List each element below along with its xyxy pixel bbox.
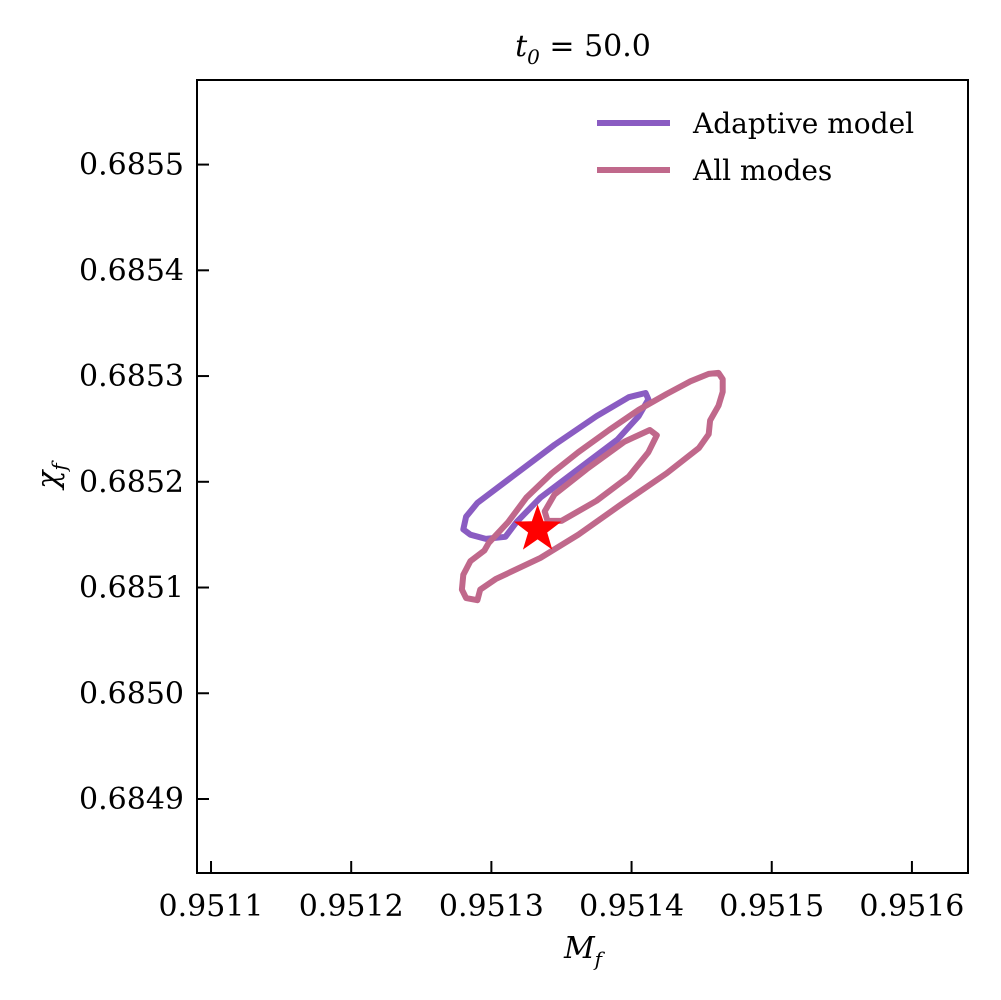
x-tick-label: 0.9512 xyxy=(299,889,404,924)
x-tick-label: 0.9514 xyxy=(579,889,684,924)
star-marker-0 xyxy=(513,504,562,550)
y-tick-label: 0.6850 xyxy=(79,676,184,711)
legend-label-all-modes: All modes xyxy=(692,154,832,187)
x-tick-label: 0.9515 xyxy=(719,889,824,924)
legend-label-adaptive-model: Adaptive model xyxy=(692,107,914,140)
y-tick-label: 0.6855 xyxy=(79,148,184,183)
y-axis: 0.6849 0.6850 0.6851 0.6852 0.6853 0.6854 0.68… xyxy=(79,148,209,817)
x-tick-label: 0.9513 xyxy=(439,889,544,924)
chart-title: t0 = 50.0 xyxy=(515,29,651,69)
contours-layer xyxy=(458,369,726,604)
x-axis: 0.9511 0.9512 0.9513 0.9514 0.9515 0.9516 xyxy=(159,861,964,924)
contour-all-modes-0 xyxy=(458,369,726,604)
contour-adaptive-model-0 xyxy=(460,390,652,542)
plot-frame xyxy=(196,79,969,874)
y-tick-label: 0.6849 xyxy=(79,782,184,817)
x-tick-label: 0.9511 xyxy=(159,889,264,924)
markers-layer xyxy=(513,504,562,550)
contour-all-modes-1 xyxy=(541,427,660,524)
legend: Adaptive model All modes xyxy=(597,107,914,187)
y-tick-label: 0.6854 xyxy=(79,253,184,288)
x-tick-label: 0.9516 xyxy=(859,889,964,924)
y-tick-label: 0.6851 xyxy=(79,571,184,606)
y-tick-label: 0.6853 xyxy=(79,359,184,394)
y-tick-label: 0.6852 xyxy=(79,465,184,500)
